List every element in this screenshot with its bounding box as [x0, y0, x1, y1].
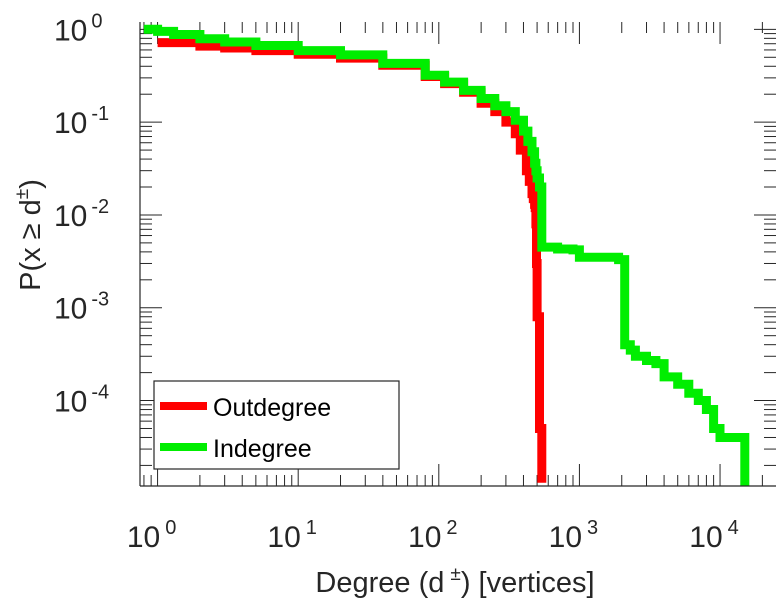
- y-tick-label: 10 -4: [54, 382, 109, 419]
- legend: Outdegree Indegree: [153, 380, 400, 470]
- y-tick-label: 10 -2: [54, 196, 109, 233]
- series-line-indegree: [143, 24, 750, 486]
- legend-label-indegree: Indegree: [213, 435, 312, 463]
- y-tick-label: 10 -1: [54, 103, 109, 140]
- x-tick-label: 10 0: [127, 517, 177, 554]
- legend-label-outdegree: Outdegree: [213, 394, 331, 422]
- legend-box: [153, 380, 400, 470]
- y-tick-label: 10 0: [54, 10, 103, 47]
- x-tick-label: 10 1: [267, 517, 317, 554]
- y-axis-label: P(x ≥ d±): [12, 179, 47, 291]
- y-tick-label: 10 -3: [54, 289, 109, 326]
- x-axis-label: Degree (d ±) [vertices]: [315, 564, 594, 599]
- x-tick-label: 10 4: [689, 517, 739, 554]
- tick-labels: 10 0 10 1 10 2 10 3 10 4 10 0 10 -1 10 -2 10 -3 10 -4: [54, 10, 739, 554]
- series-layer: [143, 24, 750, 486]
- axes-layer: [139, 22, 776, 487]
- x-tick-label: 10 2: [408, 517, 458, 554]
- x-tick-label: 10 3: [549, 517, 599, 554]
